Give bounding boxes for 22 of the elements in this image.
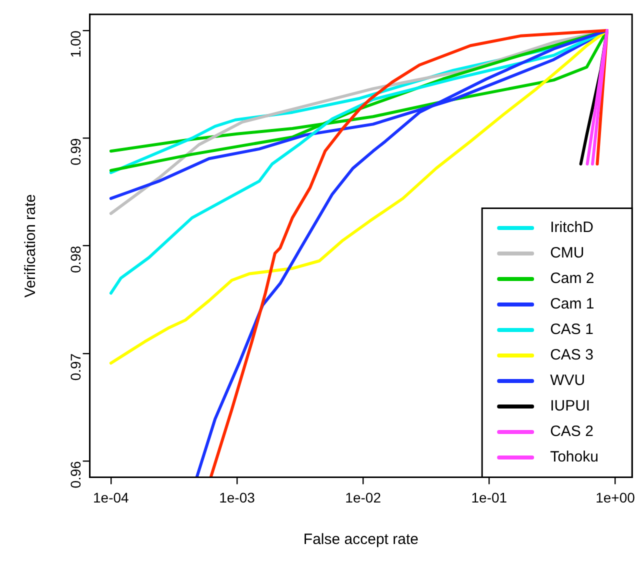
legend-label: IUPUI — [550, 398, 590, 415]
x-axis-title: False accept rate — [303, 531, 418, 548]
legend-label: CAS 2 — [550, 423, 594, 440]
y-tick-label: 0.96 — [68, 460, 84, 488]
legend-label: CAS 1 — [550, 321, 594, 338]
y-tick-label: 0.97 — [68, 353, 84, 381]
y-tick-label: 0.98 — [68, 246, 84, 274]
x-tick-label: 1e-02 — [345, 489, 382, 506]
x-tick-label: 1e-04 — [93, 489, 130, 506]
x-tick-label: 1e+00 — [596, 489, 636, 506]
legend-label: Tohoku — [550, 448, 598, 466]
y-tick-label: 0.99 — [68, 138, 84, 166]
legend-label: IritchD — [550, 219, 594, 236]
legend-label: WVU — [550, 372, 586, 390]
y-axis-title: Verification rate — [22, 194, 40, 298]
legend-label: Cam 2 — [550, 270, 594, 288]
y-tick-label: 1.00 — [68, 30, 84, 58]
x-tick-label: 1e-03 — [219, 489, 256, 506]
legend-label: CAS 3 — [550, 346, 594, 364]
legend-label: Cam 1 — [550, 296, 594, 313]
x-tick-label: 1e-01 — [471, 489, 508, 506]
legend-label: CMU — [550, 244, 584, 262]
